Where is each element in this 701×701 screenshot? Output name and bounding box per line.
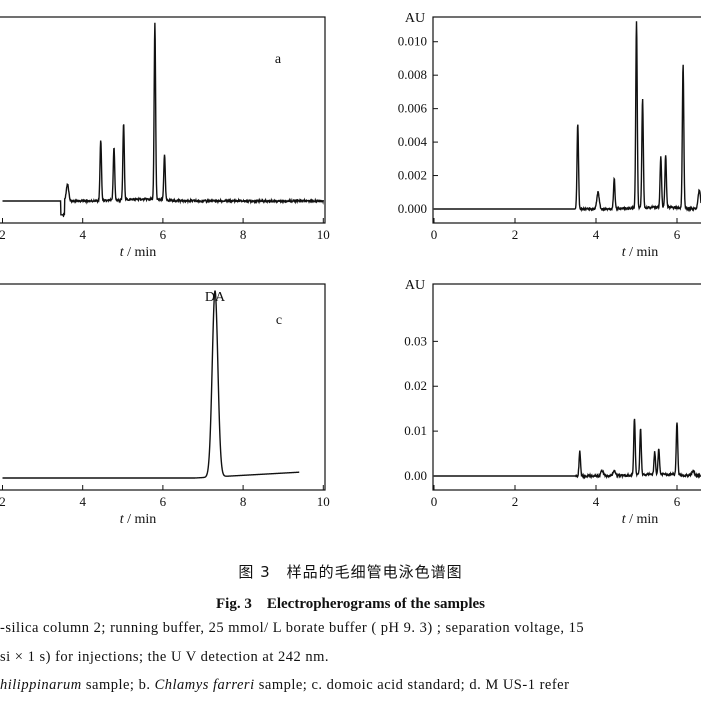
panel-d: 0 2 4 6 t / min 0.00 0.01 0.02 0.03 AU xyxy=(404,278,701,527)
plot-frame-c xyxy=(0,283,326,491)
x-tick-label-d: 0 xyxy=(431,494,438,509)
x-tick-label-b: 0 xyxy=(431,227,438,242)
plot-frame-a xyxy=(0,16,326,224)
y-axis-title-b: AU xyxy=(405,11,425,26)
note-text-a: sample; b. xyxy=(81,677,155,693)
y-tick-label-b: 0.010 xyxy=(398,34,427,49)
note-species-a: hilippinarum xyxy=(0,677,82,693)
y-tick-label-d: 0.01 xyxy=(404,423,427,438)
x-tick-label-d: 6 xyxy=(674,494,681,509)
x-axis-title-a: t / min xyxy=(120,245,157,260)
figure-caption-chinese: 图 3 样品的毛细管电泳色谱图 xyxy=(238,563,463,581)
trace-line-c xyxy=(2,290,300,479)
y-tick-label-b: 0.000 xyxy=(398,201,427,216)
trace-line-d xyxy=(434,418,701,480)
y-tick-label-b: 0.004 xyxy=(398,134,428,149)
y-tick-label-d: 0.00 xyxy=(404,468,427,483)
plot-frame-d xyxy=(432,283,701,491)
note-line-3: hilippinarum sample; b. Chlamys farreri … xyxy=(0,677,569,694)
x-tick-label-c: 6 xyxy=(160,494,167,509)
plot-frame-b xyxy=(432,16,701,224)
panel-letter-c: c xyxy=(276,313,282,328)
x-tick-label-a: 6 xyxy=(160,227,167,242)
note-line-2: si × 1 s) for injections; the U V detect… xyxy=(0,649,330,665)
note-line-1: -silica column 2; running buffer, 25 mmo… xyxy=(0,620,585,636)
x-axis-title-d: t / min xyxy=(622,512,659,527)
x-tick-label-b: 6 xyxy=(674,227,681,242)
panel-letter-a: a xyxy=(275,52,282,67)
panel-b: 0 2 4 6 t / min 0.000 0.002 0.004 0.006 0.008 0.01… xyxy=(398,11,701,260)
trace-line-a xyxy=(2,22,324,218)
x-tick-label-c: 8 xyxy=(240,494,247,509)
y-axis-title-d: AU xyxy=(405,278,425,293)
x-axis-title-b: t / min xyxy=(622,245,659,260)
x-tick-label-a: 2 xyxy=(0,227,6,242)
x-tick-label-a: 8 xyxy=(240,227,247,242)
x-tick-label-d: 4 xyxy=(593,494,600,509)
y-tick-label-b: 0.002 xyxy=(398,168,427,183)
x-tick-label-b: 2 xyxy=(512,227,519,242)
x-tick-label-d: 2 xyxy=(512,494,519,509)
panel-a: 2 4 6 8 10 t / min a xyxy=(0,16,330,260)
x-tick-label-c: 4 xyxy=(79,494,86,509)
x-tick-label-a: 4 xyxy=(79,227,86,242)
x-tick-label-c: 10 xyxy=(317,494,330,509)
y-tick-label-d: 0.03 xyxy=(404,333,427,348)
y-tick-label-b: 0.006 xyxy=(398,101,428,116)
trace-line-b xyxy=(434,21,701,213)
y-tick-label-d: 0.02 xyxy=(404,378,427,393)
x-axis-title-c: t / min xyxy=(120,512,157,527)
note-text-b: sample; c. domoic acid standard; d. M US… xyxy=(254,677,570,693)
note-species-b: Chlamys farreri xyxy=(154,677,255,693)
x-tick-label-b: 4 xyxy=(593,227,600,242)
y-tick-label-b: 0.008 xyxy=(398,67,427,82)
figure-caption-english: Fig. 3 Electropherograms of the samples xyxy=(216,596,485,612)
x-tick-label-a: 10 xyxy=(317,227,330,242)
x-tick-label-c: 2 xyxy=(0,494,6,509)
